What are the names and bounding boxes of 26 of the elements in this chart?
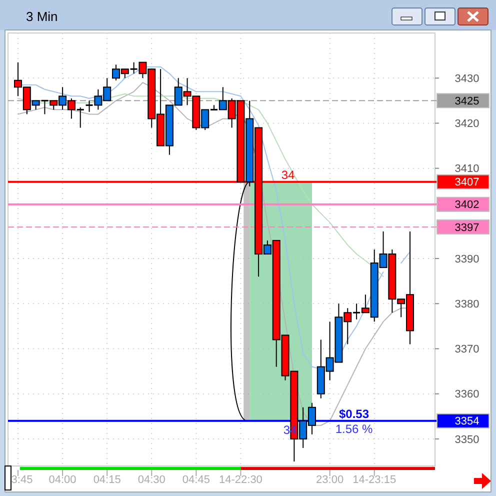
ref-line-label: 3354 xyxy=(454,416,480,428)
y-tick-label: 3410 xyxy=(454,163,480,176)
x-tick-label: 04:00 xyxy=(48,474,76,486)
x-tick-label: 14-23:15 xyxy=(352,474,396,486)
ref-line-label: 3402 xyxy=(454,199,480,212)
ref-line-label: 3397 xyxy=(454,222,480,234)
x-tick-label: 04:45 xyxy=(182,474,210,486)
ref-line-label: 3425 xyxy=(454,96,480,108)
y-tick-label: 3360 xyxy=(454,388,480,401)
ref-line-label: 3407 xyxy=(454,176,480,189)
x-tick-label: 04:15 xyxy=(93,474,121,486)
x-tick-label: 23:00 xyxy=(316,474,344,486)
y-tick-label: 3420 xyxy=(454,118,480,130)
annotation: $0.53 xyxy=(338,407,370,421)
x-tick-label: 04:30 xyxy=(138,474,166,486)
y-tick-label: 3430 xyxy=(454,72,480,85)
annotation: 1.56 % xyxy=(335,422,374,436)
y-tick-label: 3370 xyxy=(454,344,480,356)
y-tick-label: 3380 xyxy=(454,298,480,310)
x-tick-label: 14-22:30 xyxy=(219,474,262,486)
x-tick-label: 3:45 xyxy=(11,474,33,486)
y-tick-label: 3390 xyxy=(454,253,480,266)
annotation: 34 xyxy=(283,423,297,437)
annotation: 34 xyxy=(281,168,295,182)
y-tick-label: 3350 xyxy=(454,434,480,446)
chart-title: 3 Min xyxy=(26,9,58,24)
